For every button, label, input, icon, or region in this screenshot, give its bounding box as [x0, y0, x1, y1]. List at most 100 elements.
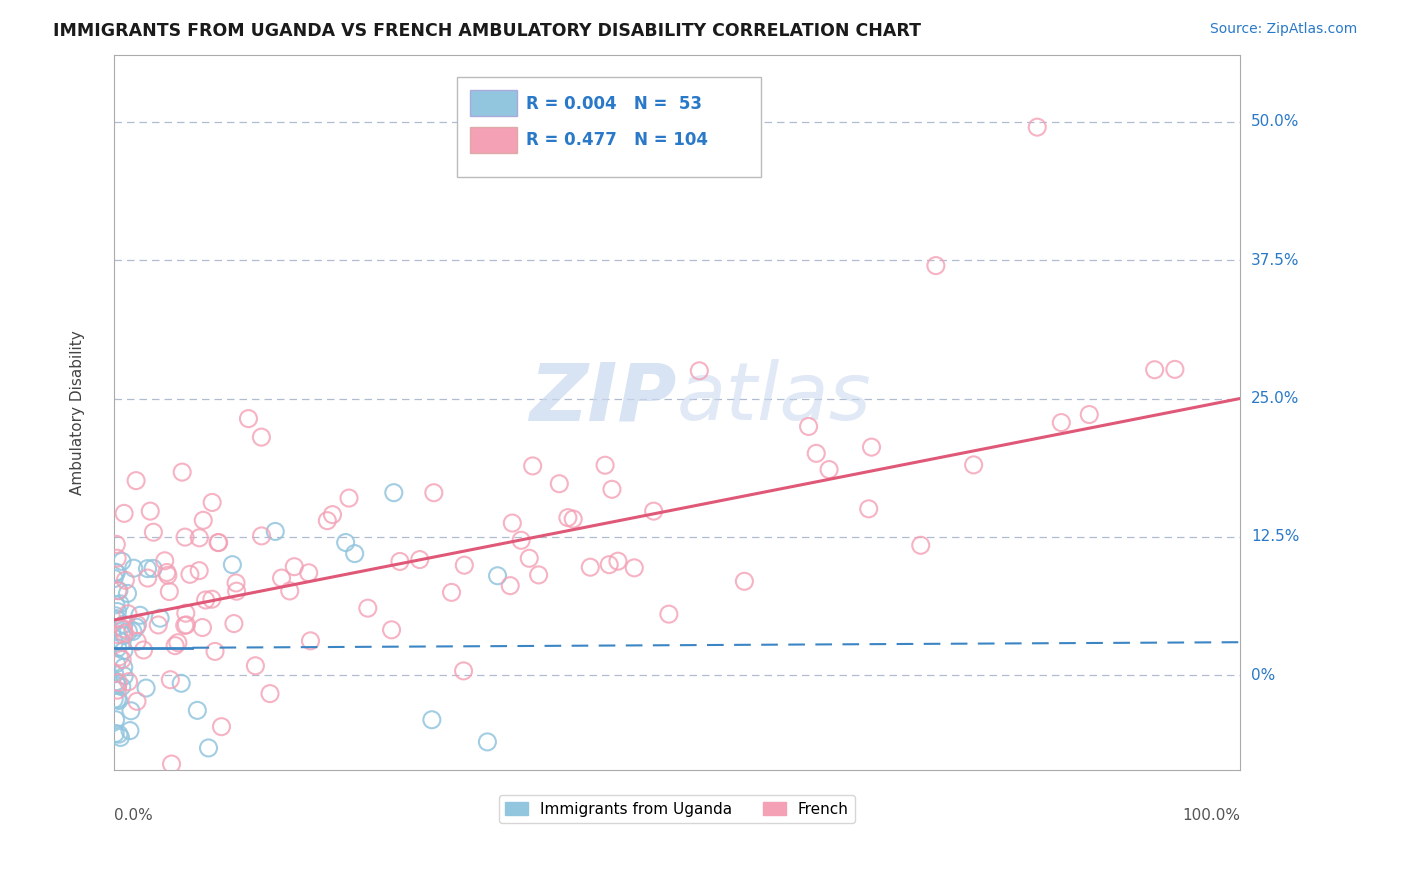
- Point: [245, 658, 267, 673]
- Point: [278, 583, 301, 598]
- Text: R = 0.004   N =  53: R = 0.004 N = 53: [526, 95, 702, 112]
- Point: [111, 554, 134, 568]
- Point: [104, 608, 127, 623]
- Point: [598, 558, 620, 572]
- Point: [125, 620, 148, 634]
- Point: [110, 731, 132, 745]
- Point: [259, 687, 281, 701]
- Point: [299, 633, 322, 648]
- Point: [221, 558, 243, 572]
- Point: [135, 681, 157, 695]
- Point: [112, 507, 135, 521]
- Point: [337, 491, 360, 505]
- Point: [658, 607, 681, 622]
- FancyBboxPatch shape: [470, 90, 517, 116]
- FancyBboxPatch shape: [457, 77, 761, 177]
- Point: [167, 636, 190, 650]
- Text: 0%: 0%: [1251, 668, 1275, 683]
- Text: 50.0%: 50.0%: [1251, 114, 1299, 129]
- Point: [117, 586, 139, 600]
- Point: [211, 720, 233, 734]
- Point: [643, 504, 665, 518]
- Point: [142, 561, 165, 575]
- Point: [858, 501, 880, 516]
- Point: [173, 618, 195, 632]
- Point: [107, 683, 129, 698]
- Point: [105, 566, 128, 580]
- Point: [517, 551, 540, 566]
- Point: [600, 483, 623, 497]
- Point: [688, 364, 710, 378]
- Point: [148, 618, 170, 632]
- Point: [382, 485, 405, 500]
- Point: [453, 664, 475, 678]
- Point: [112, 669, 135, 683]
- Point: [477, 735, 499, 749]
- Point: [420, 713, 443, 727]
- Point: [103, 635, 125, 649]
- Point: [194, 593, 217, 607]
- Legend: Immigrants from Uganda, French: Immigrants from Uganda, French: [499, 796, 855, 822]
- Point: [225, 576, 247, 591]
- Point: [321, 508, 343, 522]
- Text: Ambulatory Disability: Ambulatory Disability: [70, 330, 86, 495]
- Point: [108, 649, 131, 664]
- Text: 37.5%: 37.5%: [1251, 252, 1299, 268]
- Point: [797, 419, 820, 434]
- Point: [270, 571, 292, 585]
- Point: [380, 623, 402, 637]
- Point: [127, 617, 149, 632]
- Point: [176, 618, 198, 632]
- Point: [607, 554, 630, 568]
- Point: [120, 704, 142, 718]
- Point: [201, 495, 224, 509]
- Point: [107, 605, 129, 619]
- Text: 0.0%: 0.0%: [114, 808, 152, 823]
- Text: Source: ZipAtlas.com: Source: ZipAtlas.com: [1209, 22, 1357, 37]
- Point: [107, 675, 129, 690]
- Point: [105, 537, 128, 551]
- Point: [423, 485, 446, 500]
- Point: [174, 530, 197, 544]
- Point: [316, 514, 339, 528]
- Point: [298, 566, 321, 580]
- Point: [107, 640, 129, 655]
- Point: [104, 565, 127, 579]
- Point: [108, 597, 131, 611]
- Point: [107, 693, 129, 707]
- Point: [149, 611, 172, 625]
- Point: [132, 643, 155, 657]
- Point: [114, 574, 136, 588]
- Point: [105, 551, 128, 566]
- Point: [104, 666, 127, 681]
- Text: atlas: atlas: [676, 359, 872, 437]
- Point: [139, 504, 162, 518]
- Point: [962, 458, 984, 472]
- Point: [501, 516, 523, 530]
- Point: [186, 703, 208, 717]
- Point: [910, 538, 932, 552]
- Point: [188, 564, 211, 578]
- Text: IMMIGRANTS FROM UGANDA VS FRENCH AMBULATORY DISABILITY CORRELATION CHART: IMMIGRANTS FROM UGANDA VS FRENCH AMBULAT…: [53, 22, 921, 40]
- Point: [159, 673, 181, 687]
- Point: [104, 598, 127, 612]
- Point: [153, 554, 176, 568]
- Point: [238, 411, 260, 425]
- Point: [165, 639, 187, 653]
- Point: [111, 635, 134, 649]
- Point: [499, 579, 522, 593]
- Point: [522, 458, 544, 473]
- Point: [222, 616, 245, 631]
- Point: [250, 430, 273, 444]
- Point: [860, 440, 883, 454]
- Point: [557, 510, 579, 524]
- Point: [335, 535, 357, 549]
- Point: [117, 624, 139, 639]
- Point: [548, 476, 571, 491]
- Point: [204, 644, 226, 658]
- Point: [136, 561, 159, 575]
- Point: [156, 568, 179, 582]
- Point: [283, 559, 305, 574]
- Point: [104, 612, 127, 626]
- Point: [125, 694, 148, 708]
